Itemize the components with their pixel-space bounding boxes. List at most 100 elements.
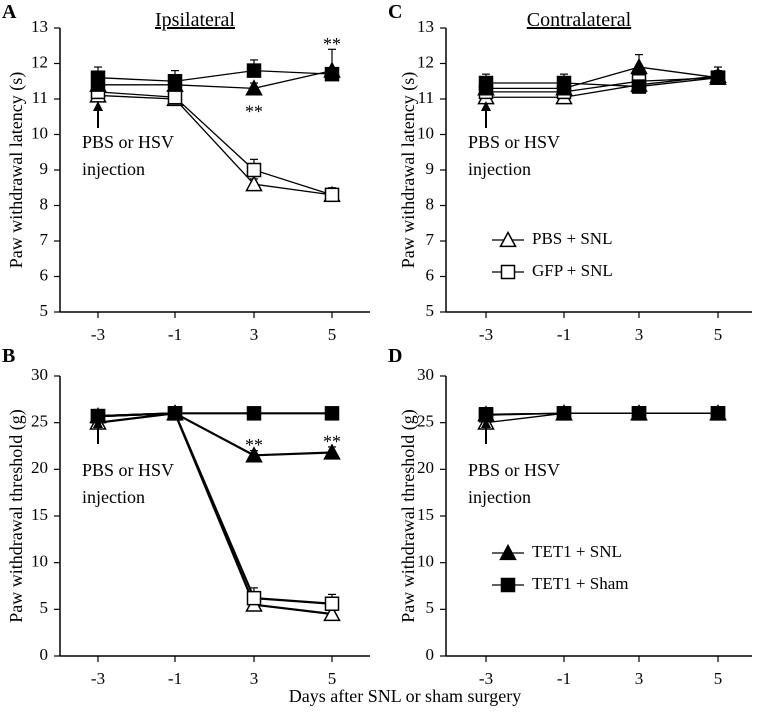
legend-marker-open-triangle: [499, 230, 517, 248]
y-tick-label: 15: [31, 505, 48, 524]
y-tick-label: 11: [418, 88, 434, 107]
series-line-pbs-snl: [486, 75, 719, 98]
y-axis-label: Paw withdrawal threshold (g): [6, 409, 27, 622]
series-line-tet1-snl: [97, 412, 333, 457]
legend-item: PBS + SNL: [492, 229, 612, 248]
data-point-filled-triangle: [323, 443, 341, 460]
legend-item: TET1 + SNL: [492, 542, 622, 561]
y-tick-label: 7: [426, 230, 435, 249]
y-axis-label: Paw withdrawal threshold (g): [398, 409, 419, 622]
series-line-pbs-snl: [97, 412, 333, 616]
y-tick-label: 15: [417, 505, 434, 524]
data-point-open-square: [324, 596, 340, 611]
legend-label: TET1 + SNL: [532, 542, 622, 561]
legend-item: TET1 + Sham: [492, 574, 628, 593]
shared-x-axis-label: Days after SNL or sham surgery: [289, 686, 521, 706]
y-tick-label: 9: [426, 159, 435, 178]
series-line-tet1-sham: [485, 412, 718, 415]
y-tick-label: 0: [40, 645, 49, 664]
y-tick-label: 12: [31, 52, 48, 71]
x-tick-label: 5: [714, 325, 723, 344]
y-tick-label: 5: [40, 301, 49, 320]
x-tick-label: -1: [557, 325, 571, 344]
significance-marker: **: [323, 34, 341, 54]
y-tick-label: 8: [40, 194, 49, 213]
panel-d: D Paw withdrawal threshold (g) 0 5 10 15 20 25 3…: [388, 345, 752, 688]
data-point-filled-square: [324, 406, 340, 421]
y-axis-label: Paw withdrawal latency (s): [6, 72, 27, 268]
x-tick-label: -1: [557, 669, 571, 688]
panel-c: C Contralateral Paw withdrawal latency (s)…: [388, 1, 752, 344]
data-point-filled-square: [246, 406, 262, 421]
data-point-open-square: [324, 187, 340, 203]
y-tick-label: 12: [417, 52, 434, 71]
data-point-filled-square: [90, 70, 106, 85]
y-tick-label: 5: [426, 598, 435, 617]
x-tick-label: 5: [328, 669, 337, 688]
y-tick-label: 10: [417, 123, 434, 142]
x-tick-label: -1: [168, 325, 182, 344]
series-line-gfp-snl: [97, 91, 333, 196]
data-point-open-triangle: [245, 175, 263, 192]
significance-marker: **: [323, 431, 341, 451]
injection-annotation-line2: injection: [468, 159, 531, 179]
data-point-filled-square: [167, 406, 183, 421]
data-point-filled-square: [478, 75, 494, 91]
injection-arrow-head: [481, 418, 491, 428]
x-tick-label: -3: [479, 325, 493, 344]
series-line-tet1-snl: [486, 66, 719, 89]
y-tick-label: 6: [426, 265, 435, 284]
x-tick-label: 3: [635, 669, 644, 688]
injection-arrow-head: [93, 101, 103, 111]
y-tick-label: 5: [40, 598, 49, 617]
injection-annotation-line1: PBS or HSV: [82, 132, 174, 152]
injection-annotation-line2: injection: [82, 159, 145, 179]
series-line-gfp-snl: [486, 77, 719, 93]
panel-letter: B: [2, 345, 15, 367]
y-tick-label: 0: [426, 645, 435, 664]
series-line-tet1-sham: [486, 77, 719, 88]
series-line-tet1-sham: [97, 69, 333, 82]
legend-label: TET1 + Sham: [532, 574, 628, 593]
y-tick-label: 10: [31, 123, 48, 142]
panel-a: A Ipsilateral Paw withdrawal latency (s) 5 6…: [2, 1, 370, 344]
data-point-open-square: [246, 162, 262, 178]
data-point-open-square: [246, 590, 262, 606]
x-tick-label: -1: [168, 669, 182, 688]
y-tick-label: 13: [31, 17, 48, 36]
y-tick-label: 6: [40, 265, 49, 284]
panel-title: Contralateral: [527, 9, 632, 31]
injection-annotation-line1: PBS or HSV: [468, 132, 560, 152]
panel-b: B Paw withdrawal threshold (g) 0 5 10 15 20 25 3…: [2, 345, 370, 688]
y-tick-label: 10: [31, 552, 48, 571]
series-line-pbs-snl: [97, 94, 333, 196]
series-line-gfp-snl: [97, 412, 333, 605]
injection-annotation-line1: PBS or HSV: [468, 460, 560, 480]
data-point-filled-square: [246, 63, 262, 78]
injection-annotation-line2: injection: [468, 487, 531, 507]
series-line-tet1-snl: [98, 69, 333, 90]
injection-annotation-line1: PBS or HSV: [82, 460, 174, 480]
legend-marker-filled-triangle: [499, 543, 517, 561]
data-point-filled-triangle: [245, 446, 263, 463]
data-point-filled-square: [556, 75, 572, 91]
legend-marker-filled-square: [500, 577, 516, 593]
panel-letter: C: [388, 1, 402, 23]
panel-letter: A: [2, 1, 17, 23]
y-tick-label: 7: [40, 230, 49, 249]
legend-marker-open-square: [500, 264, 516, 280]
y-tick-label: 11: [32, 88, 48, 107]
y-tick-label: 30: [31, 365, 48, 384]
data-point-filled-triangle: [630, 57, 648, 75]
y-tick-label: 8: [426, 194, 435, 213]
x-tick-label: -3: [91, 669, 105, 688]
injection-arrow-head: [93, 418, 103, 428]
x-tick-label: 3: [250, 325, 259, 344]
y-tick-label: 9: [40, 159, 49, 178]
panel-letter: D: [388, 345, 402, 367]
x-tick-label: -3: [479, 669, 493, 688]
x-tick-label: 5: [714, 669, 723, 688]
data-point-filled-square: [631, 406, 647, 421]
y-tick-label: 10: [417, 552, 434, 571]
